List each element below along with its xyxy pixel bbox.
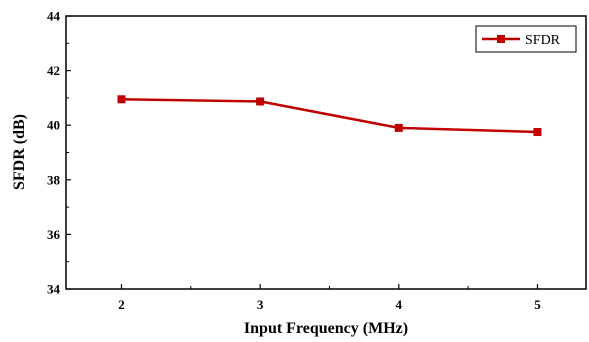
legend-box xyxy=(475,25,577,53)
y-tick-label: 38 xyxy=(47,172,61,187)
legend-marker xyxy=(497,35,505,43)
data-point xyxy=(256,97,265,106)
x-tick-label: 4 xyxy=(396,297,403,312)
data-point xyxy=(533,128,542,137)
y-tick-label: 40 xyxy=(47,118,60,133)
x-axis-title: Input Frequency (MHz) xyxy=(244,320,408,337)
y-axis-title: SFDR (dB) xyxy=(11,114,28,190)
legend-label-sfdr: SFDR xyxy=(525,33,561,48)
plot-area xyxy=(65,15,587,290)
legend: SFDR xyxy=(475,25,577,53)
y-tick-label: 42 xyxy=(47,63,60,78)
y-tick-label: 44 xyxy=(47,9,61,24)
data-point xyxy=(117,95,126,104)
x-tick-label: 5 xyxy=(534,297,541,312)
x-tick-label: 2 xyxy=(118,297,125,312)
plot-frame xyxy=(65,15,587,290)
y-tick-label: 34 xyxy=(47,282,61,297)
x-tick-label: 3 xyxy=(257,297,264,312)
x-axis: 2 3 4 5 xyxy=(118,284,541,312)
y-tick-label: 36 xyxy=(47,227,61,242)
data-point xyxy=(394,123,403,132)
series-line-0 xyxy=(121,98,538,134)
y-axis: 34 36 38 40 42 44 xyxy=(47,9,71,297)
series-layer xyxy=(117,95,542,137)
